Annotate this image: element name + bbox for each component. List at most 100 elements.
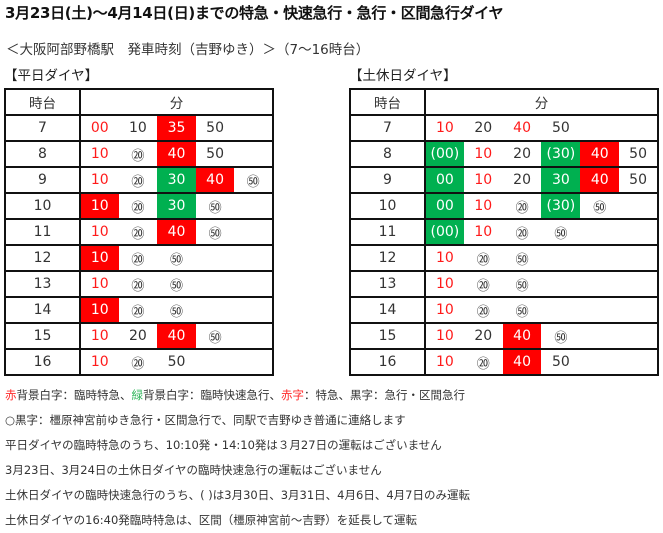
departure-minute: ㊿: [157, 271, 196, 298]
hour-cell: 11: [350, 219, 426, 246]
timetable-row: 15 10 20 40 ㊿: [350, 323, 658, 350]
timetable-row: 8 10 ⑳ 40 50: [5, 141, 273, 168]
empty-cell: [234, 323, 273, 350]
departure-minute: 10: [80, 219, 119, 246]
departure-minute: 50: [195, 115, 235, 142]
departure-minute: 10: [80, 271, 119, 298]
departure-minute: 20: [502, 141, 542, 168]
timetable-row: 11 10 ⑳ 40 ㊿: [5, 219, 273, 246]
empty-cell: [234, 115, 273, 142]
empty-cell: [234, 349, 273, 375]
departure-minute: ㊿: [541, 323, 581, 350]
departure-minute: ㊿: [502, 297, 542, 324]
timetable-row: 7 00 10 35 50: [5, 115, 273, 142]
note-line: 3月23日、3月24日の土休日ダイヤの臨時快速急行の運転はございません: [5, 463, 382, 477]
departure-minute: ㊿: [502, 271, 542, 298]
hour-cell: 8: [350, 141, 426, 168]
weekday-label: 【平日ダイヤ】: [4, 68, 99, 84]
departure-minute: ㊿: [195, 219, 235, 246]
empty-cell: [541, 245, 581, 272]
departure-minute: 30: [157, 193, 196, 220]
timetable-row: 12 10 ⑳ ㊿: [350, 245, 658, 272]
departure-minute: 50: [167, 354, 186, 370]
timetable-row: 14 10 ⑳ ㊿: [350, 297, 658, 324]
departure-minute: (30): [541, 193, 581, 220]
legend-rest: ：特急、黒字：急行・区間急行: [304, 388, 465, 402]
departure-minute: ㊿: [195, 323, 235, 350]
empty-cell: [234, 141, 273, 168]
timetable-row: 11 (00) 10 ⑳ ㊿: [350, 219, 658, 246]
departure-minute: 30: [157, 167, 196, 194]
empty-cell: [580, 349, 619, 375]
departure-minute: (30): [541, 141, 581, 168]
timetable-row: 10 10 ⑳ 30 ㊿: [5, 193, 273, 220]
hour-cell: 15: [350, 323, 426, 350]
empty-cell: [619, 323, 658, 350]
empty-cell: [580, 245, 620, 272]
departure-minute: 40: [195, 167, 235, 194]
departure-minute: ⑳: [476, 356, 490, 372]
departure-minute: 00: [80, 115, 119, 142]
hour-cell: 7: [5, 115, 81, 142]
departure-minute: ⑳: [118, 271, 158, 298]
departure-minute: ⑳: [118, 297, 158, 324]
hour-cell: 7: [350, 115, 426, 142]
departure-minute: 10: [80, 297, 119, 324]
departure-minute: ⑳: [502, 219, 542, 246]
departure-minute: (00): [425, 141, 464, 168]
note-line: 平日ダイヤの臨時特急のうち、10:10発・14:10発は３月27日の運転はござい…: [5, 438, 442, 452]
departure-minute: ⑳: [118, 245, 158, 272]
legend-red-word: 赤: [5, 388, 17, 402]
departure-minute: 00: [425, 167, 464, 194]
empty-cell: [580, 115, 620, 142]
departure-minute: 40: [157, 141, 196, 168]
departure-minute: 10: [425, 297, 464, 324]
departure-minute: ㊿: [234, 167, 273, 194]
departure-minute: 10: [463, 167, 503, 194]
timetable-row: 9 00 10 20 30 40 50: [350, 167, 658, 194]
legend-red-text-word: 赤字: [281, 388, 304, 402]
departure-minute: ⑳: [118, 219, 158, 246]
weekday-rows: 7 00 10 35 50 8 10 ⑳ 40 50 9 10 ⑳ 30 40 ㊿ 10 10 ⑳ 30 ㊿ 11 10 ⑳ 4…: [5, 115, 273, 375]
hour-cell: 14: [5, 297, 81, 324]
empty-cell: [619, 297, 658, 324]
minute-header: 分: [80, 89, 273, 116]
hour-cell: 10: [5, 193, 81, 220]
hour-cell: 9: [350, 167, 426, 194]
empty-cell: [541, 297, 581, 324]
departure-minute: ㊿: [502, 245, 542, 272]
page-title: 3月23日(土)～4月14日(日)までの特急・快速急行・急行・区間急行ダイヤ: [5, 4, 504, 22]
departure-minute: 40: [157, 219, 196, 246]
departure-minute: 20: [502, 167, 542, 194]
departure-minute: 20: [118, 323, 158, 350]
departure-minute: 40: [502, 349, 542, 375]
departure-minute: ⑳: [118, 193, 158, 220]
legend-green-word: 緑: [131, 388, 144, 402]
timetable-row: 8 (00) 10 20 (30) 40 50: [350, 141, 658, 168]
departure-minute: ⑳: [131, 356, 145, 372]
departure-minute: 10: [425, 115, 464, 142]
weekday-timetable: 時台 分 7 00 10 35 50 8 10 ⑳ 40 50 9 10 ⑳ 30 40 ㊿ 10 10 ⑳ 30 ㊿ 1…: [4, 88, 274, 376]
note-line: 土休日ダイヤの臨時快速急行のうち、( )は3月30日、3月31日、4月6日、4月…: [5, 488, 470, 502]
hour-cell: 15: [5, 323, 81, 350]
departure-minute: 10: [436, 354, 454, 370]
departure-minute: 10: [90, 354, 109, 370]
notes: 赤背景白字：臨時特急、緑背景白字：臨時快速急行、赤字：特急、黒字：急行・区間急行…: [5, 383, 660, 533]
minute-header: 分: [425, 89, 658, 116]
hour-cell: 14: [350, 297, 426, 324]
departure-minute: ㊿: [157, 245, 196, 272]
departure-minute: 40: [502, 115, 542, 142]
empty-cell: [195, 297, 235, 324]
departure-minute: ⑳: [502, 193, 542, 220]
timetable-row: 16 10 ⑳ 50: [5, 349, 273, 375]
hour-cell: 11: [5, 219, 81, 246]
timetable-row: 12 10 ⑳ ㊿: [5, 245, 273, 272]
timetable-row: 15 10 20 40 ㊿: [5, 323, 273, 350]
hour-cell: 13: [5, 271, 81, 298]
departure-minute: 10: [80, 193, 119, 220]
empty-cell: [619, 271, 658, 298]
departure-minute: 50: [619, 141, 658, 168]
departure-minute: ⑳: [118, 167, 158, 194]
empty-cell: [619, 245, 658, 272]
departure-minute: 40: [502, 323, 542, 350]
